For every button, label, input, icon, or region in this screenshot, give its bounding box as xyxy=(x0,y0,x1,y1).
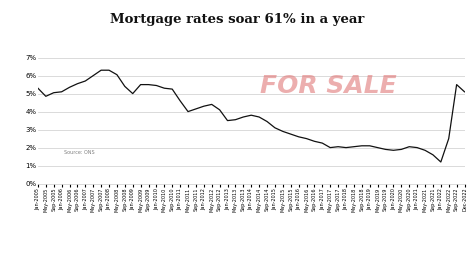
Text: FOR SALE: FOR SALE xyxy=(260,75,396,98)
Text: Source: ONS: Source: ONS xyxy=(64,150,94,155)
Text: Mortgage rates soar 61% in a year: Mortgage rates soar 61% in a year xyxy=(110,14,364,26)
